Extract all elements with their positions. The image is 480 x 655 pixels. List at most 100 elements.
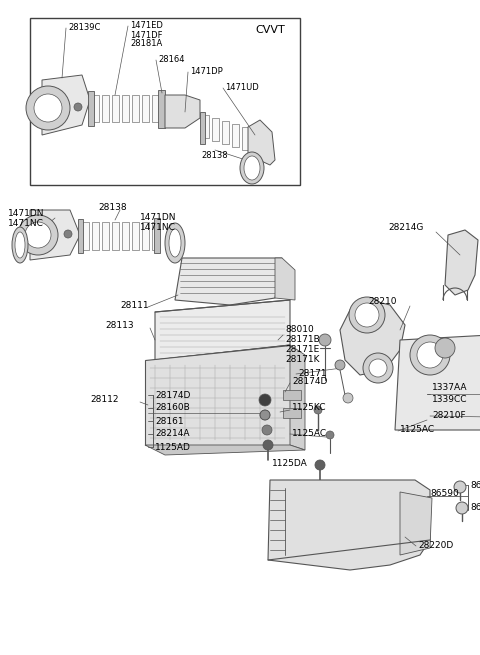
Text: 28113: 28113 (105, 320, 133, 329)
Polygon shape (92, 222, 99, 250)
Circle shape (34, 94, 62, 122)
Text: 1471DN: 1471DN (140, 214, 177, 223)
Circle shape (26, 86, 70, 130)
Polygon shape (248, 120, 275, 165)
Polygon shape (122, 95, 129, 122)
Text: 28171B: 28171B (285, 335, 320, 345)
Polygon shape (165, 95, 200, 128)
Text: 1471ED: 1471ED (130, 22, 163, 31)
Polygon shape (152, 95, 159, 122)
Circle shape (349, 297, 385, 333)
Polygon shape (145, 445, 305, 455)
Circle shape (326, 431, 334, 439)
Text: 88010: 88010 (285, 326, 314, 335)
Circle shape (25, 222, 51, 248)
Polygon shape (132, 95, 139, 122)
Text: 1125DA: 1125DA (272, 458, 308, 468)
Text: 86594: 86594 (470, 502, 480, 512)
Ellipse shape (169, 229, 181, 257)
Circle shape (315, 460, 325, 470)
Circle shape (18, 215, 58, 255)
Ellipse shape (240, 152, 264, 184)
Circle shape (456, 502, 468, 514)
Polygon shape (232, 124, 239, 147)
Polygon shape (82, 222, 89, 250)
Polygon shape (400, 492, 432, 555)
Text: 28171E: 28171E (285, 345, 319, 354)
Bar (154, 218, 160, 253)
Text: 28174D: 28174D (155, 390, 191, 400)
Polygon shape (122, 222, 129, 250)
Polygon shape (395, 335, 480, 430)
Polygon shape (42, 75, 90, 135)
Bar (88, 91, 94, 126)
Text: 28220D: 28220D (418, 540, 453, 550)
Circle shape (417, 342, 443, 368)
Text: 86590: 86590 (430, 489, 459, 498)
Polygon shape (142, 95, 149, 122)
Polygon shape (340, 300, 405, 375)
Polygon shape (155, 300, 290, 360)
Text: 28139C: 28139C (68, 24, 100, 33)
Text: 28112: 28112 (90, 396, 119, 405)
Polygon shape (202, 115, 209, 138)
Bar (30, 18, 300, 185)
Text: 1471DN: 1471DN (8, 208, 45, 217)
Text: 86595B: 86595B (470, 481, 480, 489)
Polygon shape (30, 210, 80, 260)
Circle shape (454, 481, 466, 493)
Bar (283, 408, 301, 418)
Bar (78, 219, 83, 253)
Text: 28161: 28161 (155, 417, 184, 426)
Polygon shape (175, 258, 282, 305)
Polygon shape (112, 222, 119, 250)
Text: 1339CC: 1339CC (432, 396, 468, 405)
Text: 28171: 28171 (298, 369, 326, 377)
Circle shape (262, 425, 272, 435)
Polygon shape (268, 480, 430, 570)
Text: 1125AC: 1125AC (400, 426, 435, 434)
Polygon shape (445, 230, 478, 295)
Text: 28138: 28138 (202, 151, 228, 160)
Polygon shape (275, 258, 295, 300)
Text: 1471DF: 1471DF (130, 31, 163, 39)
Text: 28214G: 28214G (388, 223, 423, 233)
Text: 28210: 28210 (368, 297, 396, 307)
Text: 28160B: 28160B (155, 403, 190, 413)
Circle shape (410, 335, 450, 375)
Text: 28171K: 28171K (285, 356, 320, 364)
Polygon shape (290, 345, 305, 450)
Polygon shape (132, 222, 139, 250)
Text: 28214A: 28214A (155, 430, 190, 438)
Ellipse shape (165, 223, 185, 263)
Text: 28181A: 28181A (130, 39, 162, 48)
Text: CVVT: CVVT (255, 25, 285, 35)
Circle shape (343, 393, 353, 403)
Polygon shape (102, 222, 109, 250)
Text: 28111: 28111 (120, 301, 149, 310)
Circle shape (314, 406, 322, 414)
Ellipse shape (244, 156, 260, 180)
Text: 1471NC: 1471NC (8, 219, 44, 227)
Ellipse shape (12, 227, 28, 263)
Text: 1471NC: 1471NC (140, 223, 176, 233)
Circle shape (363, 353, 393, 383)
Polygon shape (145, 345, 290, 445)
Circle shape (64, 230, 72, 238)
Circle shape (319, 334, 331, 346)
Text: 1125AD: 1125AD (155, 443, 191, 451)
Text: 1471UD: 1471UD (225, 83, 259, 92)
Bar (200, 112, 205, 144)
Circle shape (260, 410, 270, 420)
Circle shape (259, 394, 271, 406)
Polygon shape (152, 222, 159, 250)
Circle shape (435, 338, 455, 358)
Polygon shape (242, 127, 249, 150)
Polygon shape (102, 95, 109, 122)
Bar (158, 90, 165, 128)
Polygon shape (222, 121, 229, 144)
Polygon shape (212, 118, 219, 141)
Text: 1337AA: 1337AA (432, 383, 468, 392)
Text: 28210F: 28210F (432, 411, 466, 419)
Text: 28138: 28138 (98, 202, 127, 212)
